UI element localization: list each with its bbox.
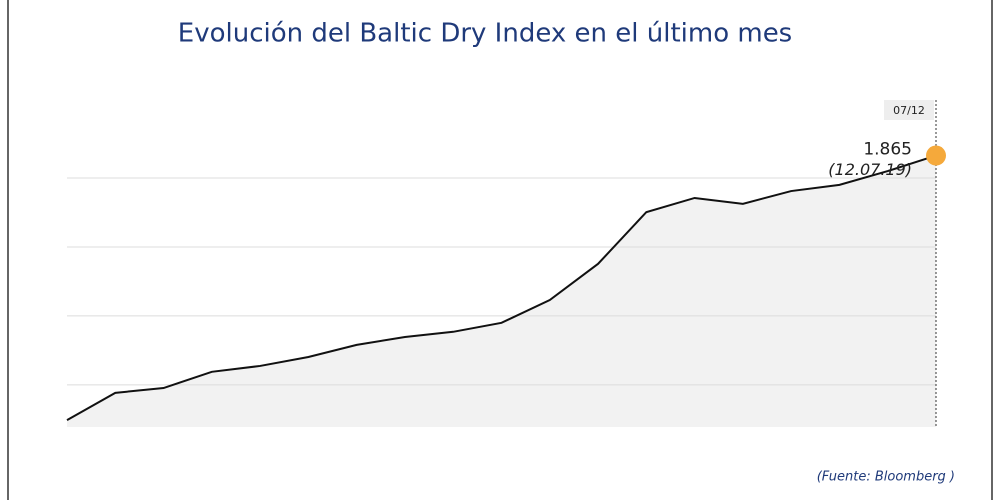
source: (Fuente: Bloomberg ) bbox=[817, 470, 955, 485]
area bbox=[67, 155, 936, 428]
marker bbox=[926, 145, 946, 166]
x-label-box bbox=[884, 100, 934, 120]
value-label: 1.865 bbox=[863, 140, 912, 160]
line bbox=[66, 154, 937, 421]
annotation: (12.07.19) bbox=[828, 160, 912, 179]
chart-title: Evolución del Baltic Dry Index en el últ… bbox=[178, 19, 792, 49]
x-tick-label: 07/12 bbox=[893, 104, 925, 117]
